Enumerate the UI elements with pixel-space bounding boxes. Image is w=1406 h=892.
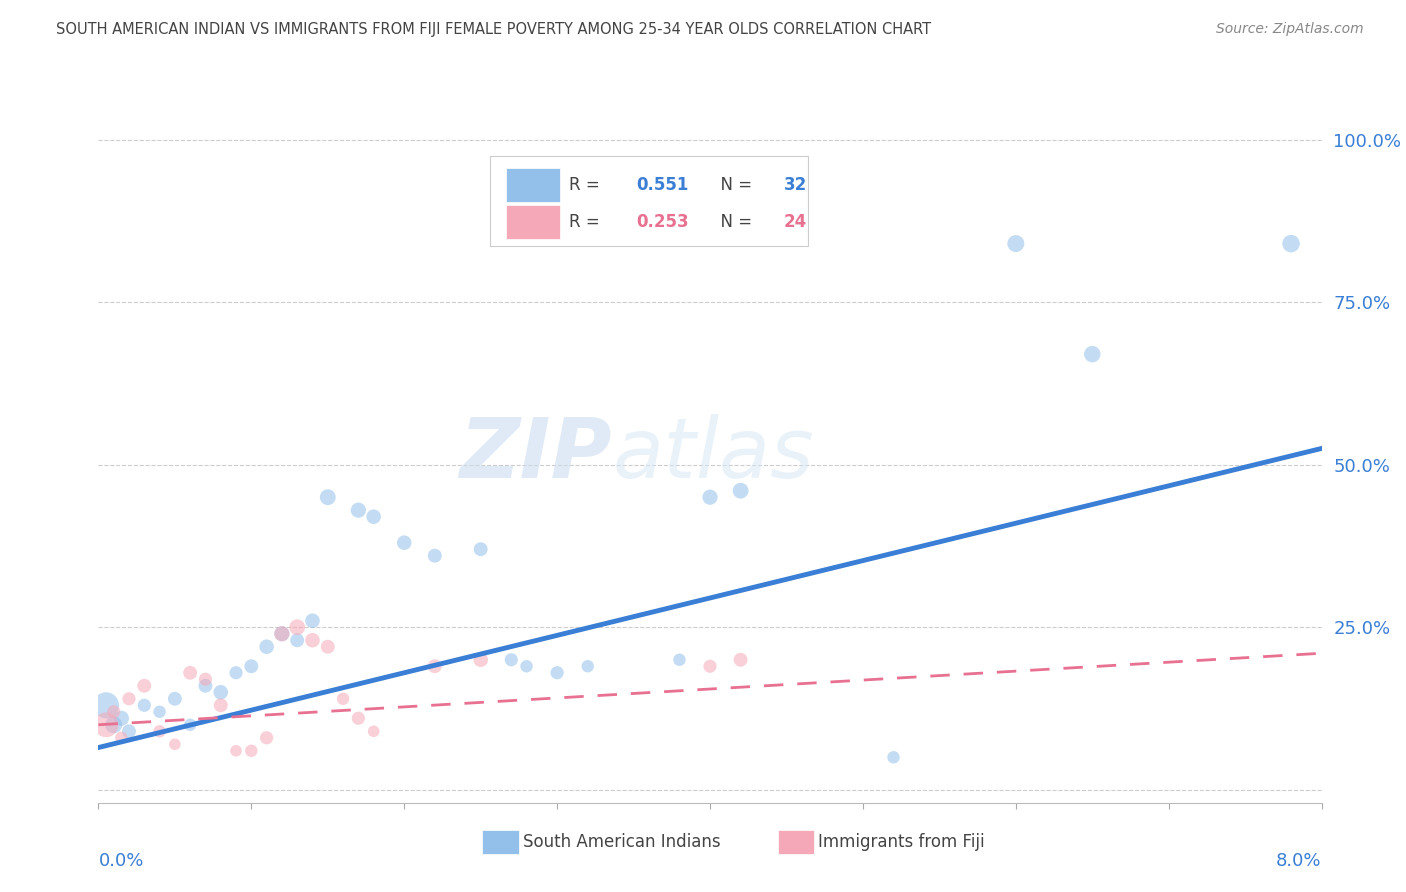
Point	[423, 549, 446, 563]
Text: N =: N =	[710, 213, 758, 231]
Point	[347, 503, 370, 517]
Point	[149, 705, 172, 719]
Point	[209, 698, 232, 713]
Text: South American Indians: South American Indians	[523, 833, 721, 851]
Point	[470, 653, 492, 667]
FancyBboxPatch shape	[506, 169, 560, 202]
Text: 0.0%: 0.0%	[98, 852, 143, 870]
Point	[699, 490, 721, 504]
Point	[110, 731, 132, 745]
Point	[363, 724, 385, 739]
Point	[240, 744, 263, 758]
Point	[730, 653, 752, 667]
Point	[225, 744, 247, 758]
Point	[118, 691, 141, 706]
Point	[110, 711, 132, 725]
Point	[194, 679, 217, 693]
Point	[270, 626, 294, 640]
Point	[209, 685, 232, 699]
Point	[179, 665, 201, 680]
Text: R =: R =	[569, 176, 606, 194]
Point	[179, 718, 201, 732]
Text: 32: 32	[783, 176, 807, 194]
Text: SOUTH AMERICAN INDIAN VS IMMIGRANTS FROM FIJI FEMALE POVERTY AMONG 25-34 YEAR OL: SOUTH AMERICAN INDIAN VS IMMIGRANTS FROM…	[56, 22, 931, 37]
Point	[576, 659, 599, 673]
Text: 24: 24	[783, 213, 807, 231]
Point	[501, 653, 523, 667]
Point	[194, 672, 217, 686]
Point	[423, 659, 446, 673]
Point	[301, 614, 323, 628]
Point	[270, 626, 294, 640]
Point	[516, 659, 538, 673]
FancyBboxPatch shape	[489, 156, 808, 246]
Text: ZIP: ZIP	[460, 415, 612, 495]
Point	[301, 633, 323, 648]
Text: Source: ZipAtlas.com: Source: ZipAtlas.com	[1216, 22, 1364, 37]
Text: 0.551: 0.551	[637, 176, 689, 194]
Point	[134, 679, 156, 693]
Text: 0.253: 0.253	[637, 213, 689, 231]
Point	[332, 691, 354, 706]
Point	[668, 653, 690, 667]
FancyBboxPatch shape	[506, 205, 560, 239]
Point	[316, 640, 339, 654]
Point	[546, 665, 568, 680]
Point	[363, 509, 385, 524]
Text: R =: R =	[569, 213, 606, 231]
Point	[699, 659, 721, 673]
Point	[94, 698, 117, 713]
Point	[730, 483, 752, 498]
Point	[163, 691, 186, 706]
Text: Immigrants from Fiji: Immigrants from Fiji	[818, 833, 986, 851]
Text: atlas: atlas	[612, 415, 814, 495]
Point	[256, 640, 278, 654]
Point	[1081, 347, 1104, 361]
Point	[285, 620, 308, 634]
Point	[1004, 236, 1026, 251]
Point	[225, 665, 247, 680]
Point	[392, 535, 416, 549]
Point	[316, 490, 339, 504]
Point	[118, 724, 141, 739]
Point	[256, 731, 278, 745]
Point	[347, 711, 370, 725]
Point	[240, 659, 263, 673]
Point	[285, 633, 308, 648]
Point	[94, 718, 117, 732]
Point	[103, 705, 125, 719]
Point	[883, 750, 905, 764]
Point	[149, 724, 172, 739]
Point	[163, 737, 186, 751]
Point	[134, 698, 156, 713]
Point	[1279, 236, 1302, 251]
Text: N =: N =	[710, 176, 758, 194]
Point	[103, 718, 125, 732]
Text: 8.0%: 8.0%	[1277, 852, 1322, 870]
Point	[470, 542, 492, 557]
